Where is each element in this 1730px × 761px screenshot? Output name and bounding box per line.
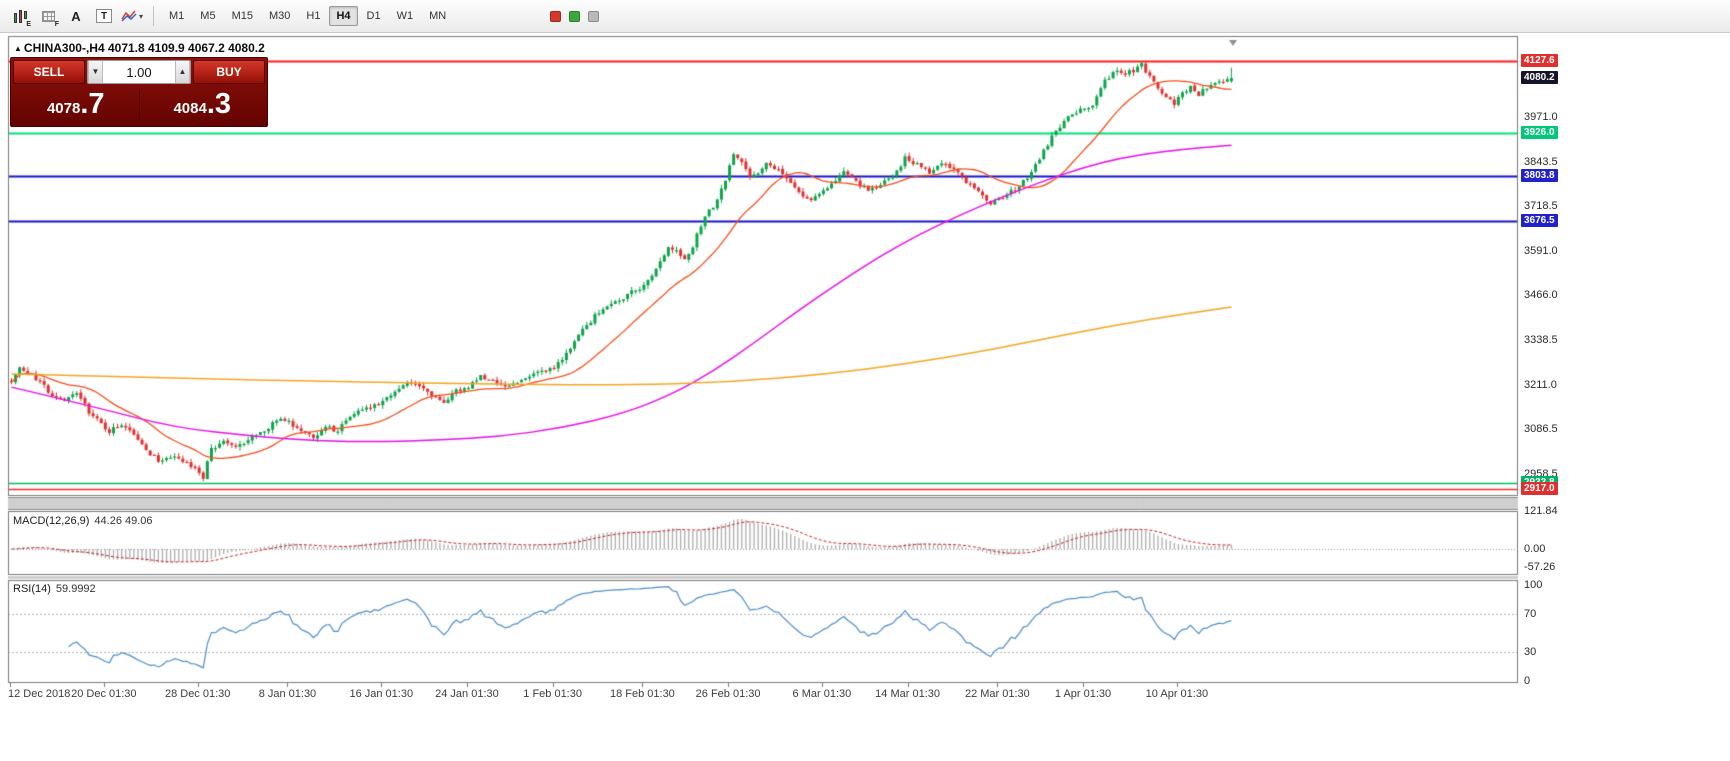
ohlc-values: 4071.8 4109.9 4067.2 4080.2	[107, 41, 265, 55]
time-label: 18 Feb 01:30	[609, 688, 675, 700]
price-tick: 3591.0	[1524, 244, 1558, 257]
zigzag-icon	[121, 10, 137, 22]
volume-decrease-button[interactable]: ▼	[88, 61, 103, 83]
time-label: 1 Feb 01:30	[523, 688, 582, 700]
volume-increase-button[interactable]: ▲	[175, 61, 190, 83]
rsi-axis-tick: 30	[1524, 646, 1537, 659]
time-label: 20 Dec 01:30	[71, 688, 137, 700]
sell-price[interactable]: 4078.7	[13, 87, 139, 120]
timeframe-m1[interactable]: M1	[162, 6, 191, 26]
macd-name: MACD(12,26,9)	[13, 515, 90, 527]
time-label: 24 Jan 01:30	[435, 688, 499, 700]
time-label: 8 Jan 01:30	[258, 688, 317, 700]
time-label: 16 Jan 01:30	[349, 688, 414, 700]
textbox-tool-button[interactable]: T	[91, 4, 117, 28]
trade-panel-prices: 4078.7 4084.3	[13, 84, 265, 124]
price-tag: 3926.0	[1521, 125, 1558, 139]
one-click-trading-panel: SELL ▼ 1.00 ▲ BUY 4078.7 4084.3	[10, 57, 268, 127]
sell-price-main: 4078	[46, 99, 81, 117]
badge-f: F	[54, 21, 59, 28]
symbol-marker-icon: ▲	[14, 44, 22, 53]
zigzag-tool-button[interactable]: ▾	[119, 4, 145, 28]
chevron-down-icon: ▾	[138, 11, 143, 21]
macd-values: 44.26 49.06	[94, 515, 153, 527]
candlestick-icon	[13, 8, 28, 24]
buy-price-main: 4084	[173, 99, 207, 117]
timeframe-m5[interactable]: M5	[193, 6, 222, 26]
price-tick: 3718.5	[1524, 199, 1558, 212]
timeframe-m30[interactable]: M30	[262, 6, 297, 26]
rsi-axis-tick: 70	[1524, 607, 1537, 620]
timeframe-h1[interactable]: H1	[299, 6, 327, 26]
time-label: 22 Mar 01:30	[964, 688, 1030, 700]
sell-price-pips: .7	[80, 87, 105, 120]
trade-panel-controls: SELL ▼ 1.00 ▲ BUY	[13, 60, 265, 84]
price-tag: 4127.6	[1521, 54, 1558, 68]
price-tag: 3676.5	[1521, 213, 1558, 227]
macd-axis-tick: -57.26	[1524, 561, 1556, 574]
gray-marker-icon[interactable]	[588, 10, 600, 22]
toolbar: E F A T ▾ M1 M5 M15 M30 H1 H4 D1 W1 MN	[0, 0, 1730, 33]
price-tag: 4080.2	[1521, 71, 1558, 85]
time-label: 28 Dec 01:30	[164, 688, 231, 700]
time-label: 26 Feb 01:30	[695, 688, 761, 700]
time-label: 12 Dec 2018	[8, 688, 71, 700]
price-tick: 3843.5	[1524, 155, 1558, 168]
price-tick: 3086.5	[1524, 422, 1558, 435]
time-label: 6 Mar 01:30	[792, 688, 852, 700]
sell-button[interactable]: SELL	[13, 60, 85, 84]
toolbar-extra-group	[546, 10, 603, 22]
symbol-period-label: CHINA300-,H4	[23, 41, 105, 55]
textbox-icon: T	[96, 9, 112, 23]
rsi-name: RSI(14)	[13, 583, 51, 595]
buy-button[interactable]: BUY	[193, 60, 265, 84]
timeframe-group: M1 M5 M15 M30 H1 H4 D1 W1 MN	[161, 6, 454, 26]
timeframe-h4[interactable]: H4	[329, 6, 358, 26]
price-tick: 3466.0	[1524, 289, 1558, 301]
time-label: 10 Apr 01:30	[1145, 688, 1209, 700]
green-marker-icon[interactable]	[569, 10, 581, 22]
timeframe-mn[interactable]: MN	[422, 6, 453, 26]
candlestick-chart-tool-button[interactable]: E	[7, 4, 33, 28]
symbol-header: ▲ CHINA300-,H4 4071.8 4109.9 4067.2 4080.…	[14, 41, 265, 55]
macd-axis-tick: 121.84	[1524, 505, 1558, 518]
rsi-label: RSI(14) 59.9992	[13, 583, 96, 595]
time-label: 14 Mar 01:30	[875, 688, 941, 700]
text-tool-button[interactable]: A	[63, 4, 89, 28]
buy-price-pips: .3	[206, 87, 232, 120]
text-a-icon: A	[71, 8, 81, 24]
timeframe-w1[interactable]: W1	[390, 6, 421, 26]
price-tag: 2917.0	[1521, 481, 1558, 495]
grid-icon	[41, 10, 55, 22]
volume-input[interactable]: 1.00	[126, 64, 152, 80]
macd-axis-tick: 0.00	[1524, 543, 1546, 555]
time-label: 1 Apr 01:30	[1054, 688, 1112, 700]
price-tag: 3803.8	[1521, 168, 1558, 182]
price-divider	[138, 90, 140, 118]
red-marker-icon[interactable]	[550, 10, 562, 22]
price-tick: 3211.0	[1524, 379, 1557, 391]
timeframe-m15[interactable]: M15	[225, 6, 260, 26]
buy-price[interactable]: 4084.3	[140, 87, 266, 120]
price-tick: 3971.0	[1524, 110, 1558, 123]
volume-box: ▼ 1.00 ▲	[87, 60, 191, 84]
macd-label: MACD(12,26,9) 44.26 49.06	[13, 515, 153, 527]
rsi-axis-tick: 100	[1524, 579, 1543, 591]
rsi-axis-tick: 0	[1524, 675, 1531, 687]
rsi-value: 59.9992	[55, 583, 96, 595]
indicators-grid-button[interactable]: F	[35, 4, 61, 28]
toolbar-separator	[153, 6, 154, 26]
timeframe-d1[interactable]: D1	[360, 6, 388, 26]
price-tick: 3338.5	[1524, 334, 1558, 346]
badge-e: E	[26, 21, 31, 28]
